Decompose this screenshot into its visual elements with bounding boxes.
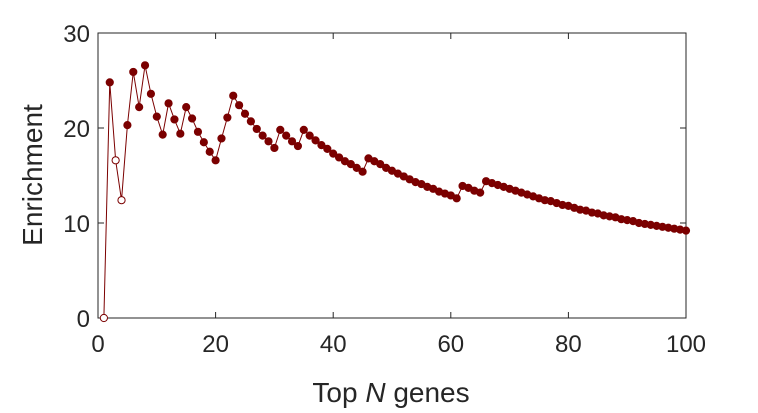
data-point xyxy=(346,160,355,169)
data-point xyxy=(323,144,332,153)
data-point xyxy=(205,147,214,156)
data-point xyxy=(105,78,114,87)
x-tick-label: 100 xyxy=(666,331,706,358)
data-point xyxy=(246,117,255,126)
x-tick-label: 20 xyxy=(202,331,229,358)
data-point xyxy=(135,103,144,112)
data-point xyxy=(452,194,461,203)
data-point xyxy=(334,153,344,162)
data-point xyxy=(223,113,232,122)
data-point xyxy=(199,138,208,147)
data-point xyxy=(376,160,385,169)
plot-area xyxy=(97,32,687,319)
y-tick-label: 0 xyxy=(77,306,90,333)
x-tick-label: 0 xyxy=(91,331,104,358)
data-point xyxy=(258,131,267,140)
data-point xyxy=(276,125,285,134)
data-point xyxy=(193,127,203,136)
data-point xyxy=(240,109,250,118)
data-point xyxy=(476,188,485,197)
data-point-open xyxy=(117,196,126,205)
data-point xyxy=(217,134,226,143)
y-tick-label: 20 xyxy=(63,116,90,143)
data-point xyxy=(282,131,291,140)
data-point xyxy=(187,114,197,123)
data-point xyxy=(129,67,138,77)
data-point-open xyxy=(111,156,120,165)
data-point xyxy=(681,226,691,235)
data-point xyxy=(146,89,156,98)
series-line xyxy=(103,65,687,319)
data-point xyxy=(299,125,308,134)
x-axis-label: Top N genes xyxy=(312,377,469,408)
data-point xyxy=(140,61,150,70)
axis-ticks: 0 20 40 60 80 100 0 10 20 30 xyxy=(63,21,706,358)
data-point xyxy=(164,99,173,108)
x-tick-label: 60 xyxy=(437,331,464,358)
data-series xyxy=(99,61,691,323)
data-point xyxy=(293,141,303,151)
data-point xyxy=(352,163,361,172)
plot-frame xyxy=(97,32,687,319)
data-point xyxy=(252,124,261,134)
x-tick-label: 40 xyxy=(320,331,347,358)
y-tick-label: 10 xyxy=(63,211,90,238)
data-point xyxy=(158,130,167,139)
x-axis-label-variable: N xyxy=(365,377,386,408)
x-axis-label-suffix: genes xyxy=(386,377,470,408)
data-point xyxy=(229,91,238,100)
data-point xyxy=(152,112,161,121)
data-point xyxy=(182,103,191,112)
x-tick-label: 80 xyxy=(555,331,582,358)
y-axis-label: Enrichment xyxy=(17,104,48,246)
data-point xyxy=(329,149,338,158)
data-point xyxy=(211,156,220,165)
data-point xyxy=(311,136,320,145)
data-point xyxy=(235,101,244,110)
data-point xyxy=(317,141,326,150)
x-axis-label-prefix: Top xyxy=(312,377,365,408)
data-point xyxy=(305,131,314,140)
data-point xyxy=(176,129,185,138)
y-tick-label: 30 xyxy=(63,21,90,48)
data-point xyxy=(170,115,179,124)
data-point xyxy=(264,137,273,146)
data-point xyxy=(123,121,132,130)
data-point xyxy=(358,167,367,176)
data-point-open xyxy=(99,313,108,323)
data-point xyxy=(287,137,297,146)
data-point xyxy=(270,143,279,153)
